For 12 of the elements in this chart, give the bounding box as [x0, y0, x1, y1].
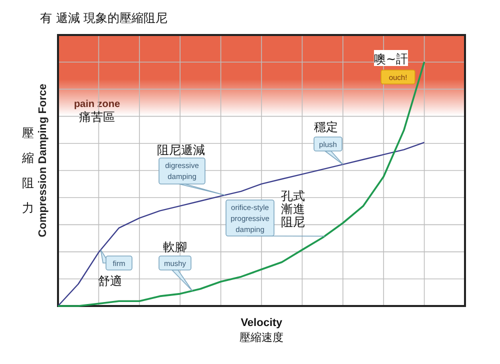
annotation: 舒適 — [98, 274, 122, 288]
annotation: 痛苦區 — [79, 110, 115, 124]
text: 壓縮阻力 — [21, 126, 34, 215]
annotation: 噢~訐 — [374, 52, 408, 66]
band-label: pain zone — [74, 99, 120, 110]
x-axis-title: Velocity 壓縮速度 — [240, 317, 284, 344]
annotation: 軟腳 — [163, 240, 187, 254]
chart-title: 有 遞減 現象的壓縮阻尼 — [40, 11, 168, 25]
annotation: 阻尼遞減 — [157, 143, 205, 157]
y-axis-title: Compression Damping Force — [37, 84, 49, 238]
annotation: 穩定 — [314, 120, 338, 134]
annotation: 孔式漸進阻尼 — [281, 189, 305, 229]
